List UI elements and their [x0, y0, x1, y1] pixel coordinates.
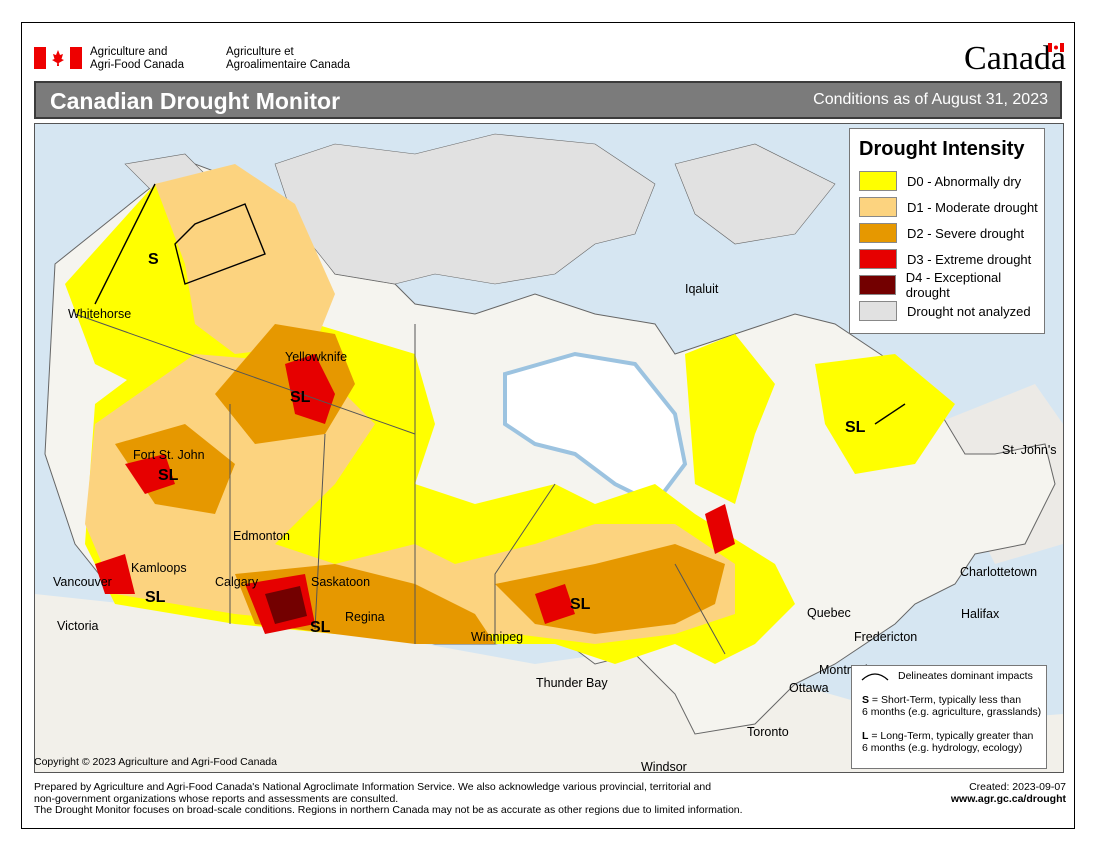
legend-title: Drought Intensity — [859, 138, 1025, 160]
created-date: Created: 2023-09-07 — [969, 781, 1066, 793]
map-title: Canadian Drought Monitor — [50, 88, 341, 114]
conditions-date: Conditions as of August 31, 2023 — [813, 91, 1048, 108]
footer-notes: Prepared by Agriculture and Agri-Food Ca… — [34, 781, 743, 816]
impact-short-term: S = Short-Term, typically less than 6 mo… — [862, 694, 1042, 718]
city-label-iqaluit: Iqaluit — [685, 282, 719, 296]
usa-land — [35, 594, 1063, 772]
city-label-fredericton: Fredericton — [854, 630, 918, 644]
legend-item-d3: D3 - Extreme drought — [859, 249, 1031, 269]
map-canvas — [35, 124, 1063, 772]
impact-long-term: L = Long-Term, typically greater than 6 … — [862, 730, 1034, 754]
city-label-winnipeg: Winnipeg — [471, 630, 524, 644]
impact-line-label: Delineates dominant impacts — [898, 670, 1033, 682]
impact-delineation-lines — [94, 183, 906, 425]
impact-label-sl-bc: SL — [158, 467, 179, 484]
legend-swatch-d0 — [859, 171, 897, 191]
city-label-edmonton: Edmonton — [233, 529, 290, 543]
legend-swatch-d1 — [859, 197, 897, 217]
legend-item-d2: D2 - Severe drought — [859, 223, 1024, 243]
impact-label-s: S — [148, 251, 159, 268]
city-label-calgary: Calgary — [215, 575, 259, 589]
wordmark-flag-icon — [1048, 43, 1064, 52]
impact-label-sl-ontario: SL — [570, 596, 591, 613]
city-label-ottawa: Ottawa — [789, 681, 829, 695]
city-label-regina: Regina — [345, 610, 385, 624]
city-label-saskatoon: Saskatoon — [311, 575, 371, 589]
city-label-toronto: Toronto — [747, 725, 789, 739]
city-label-yellowknife: Yellowknife — [285, 350, 348, 364]
city-label-whitehorse: Whitehorse — [68, 307, 132, 321]
copyright: Copyright © 2023 Agriculture and Agri-Fo… — [34, 756, 277, 768]
provincial-borders — [74, 313, 726, 655]
city-label-quebec: Quebec — [807, 606, 851, 620]
legend-item-d4: D4 - Exceptional drought — [859, 270, 1044, 300]
city-label-kamloops: Kamloops — [131, 561, 187, 575]
canada-flag-icon — [34, 47, 82, 69]
city-label-thunder-bay: Thunder Bay — [536, 676, 608, 690]
impact-legend: Delineates dominant impacts S = Short-Te… — [851, 665, 1047, 769]
impact-label-sl-prairies: SL — [310, 619, 331, 636]
legend-item-d1: D1 - Moderate drought — [859, 197, 1038, 217]
drought-intensity-legend: Drought Intensity D0 - Abnormally dry D1… — [849, 128, 1045, 334]
city-label-victoria: Victoria — [57, 619, 99, 633]
drought-url-link[interactable]: www.agr.gc.ca/drought — [950, 792, 1066, 805]
legend-swatch-not-analyzed — [859, 301, 897, 321]
city-label-charlottetown: Charlottetown — [960, 565, 1038, 579]
department-name-fr: Agriculture et Agroalimentaire Canada — [226, 46, 351, 71]
city-label-st-johns: St. John's — [1002, 443, 1057, 457]
impact-line-icon — [861, 673, 889, 681]
city-label-vancouver: Vancouver — [53, 575, 112, 589]
city-label-fort-st-john: Fort St. John — [133, 448, 205, 462]
arctic-islands-not-analyzed — [274, 133, 656, 285]
map-frame: Agriculture and Agri-Food Canada Agricult… — [21, 22, 1075, 829]
legend-item-not-analyzed: Drought not analyzed — [859, 301, 1031, 321]
legend-swatch-d4 — [859, 275, 896, 295]
drought-map: S SL SL SL SL SL SL Whitehorse Yellowkni… — [34, 123, 1064, 773]
impact-label-sl-kamloops: SL — [145, 589, 166, 606]
department-name-en: Agriculture and Agri-Food Canada — [90, 46, 184, 71]
legend-swatch-d3 — [859, 249, 897, 269]
baffin-not-analyzed — [674, 143, 836, 245]
city-label-windsor: Windsor — [641, 760, 687, 773]
legend-swatch-d2 — [859, 223, 897, 243]
city-label-halifax: Halifax — [961, 607, 1000, 621]
legend-item-d0: D0 - Abnormally dry — [859, 171, 1021, 191]
footer-meta: Created: 2023-09-07 www.agr.gc.ca/drough… — [950, 781, 1066, 805]
d4-exceptional-drought-area — [265, 586, 307, 624]
title-bar: Canadian Drought Monitor Conditions as o… — [34, 81, 1062, 119]
impact-label-sl-labrador: SL — [845, 419, 866, 436]
impact-label-sl-yellowknife: SL — [290, 389, 311, 406]
